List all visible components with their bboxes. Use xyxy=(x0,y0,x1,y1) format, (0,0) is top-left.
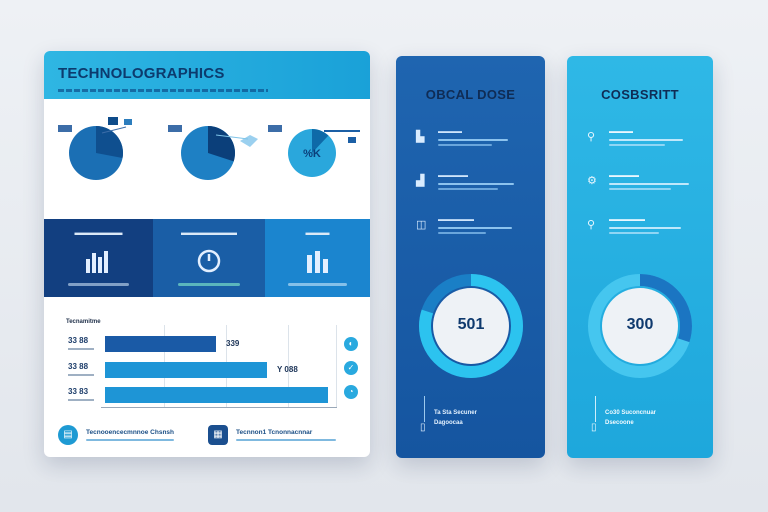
window-icon: ◫ xyxy=(416,219,427,231)
bar-2-value: Y 088 xyxy=(277,365,298,374)
stat-footer-text-1: Co30 Suconcnuar xyxy=(605,410,657,416)
phone-icon: ▯ xyxy=(591,422,597,433)
building-icon: ▙ xyxy=(416,131,425,143)
chart-icon: ▟ xyxy=(416,175,425,187)
stat-card-dark: OBCAL DOSE ▙ ▬▬▬▬ ▟ ▬▬▬▬▬ ◫ ▬▬▬▬▬▬ 501 ▯… xyxy=(396,56,545,458)
header-subtitle-line xyxy=(58,89,268,92)
bar-3-label: 33 83 xyxy=(68,387,89,396)
infographic-card: TECHNOLOGRAPHICS xyxy=(44,51,370,457)
stat-row-2-text: ▬▬▬▬▬ xyxy=(438,173,468,179)
footer-right-text: Tecnnon1 Tcnonnacnnar xyxy=(236,429,313,436)
document-icon[interactable]: ▤ xyxy=(58,425,78,445)
donut-value: 300 xyxy=(626,316,654,333)
donut-gauge: 501 xyxy=(416,271,526,381)
stat-row-2-text: ▬▬▬▬▬ xyxy=(609,173,639,179)
stat-row-2: ▟ ▬▬▬▬▬ xyxy=(416,172,528,192)
bar-chart-x-axis xyxy=(101,407,337,408)
stat-row-1-text: ▬▬▬▬ xyxy=(609,129,633,135)
stat-row-2: ⚙ ▬▬▬▬▬ xyxy=(587,172,699,192)
bar-2-label: 33 88 xyxy=(68,362,89,371)
stat-footer-text-2: Dagoocaa xyxy=(434,420,463,426)
kpi-tile-3-caption xyxy=(288,283,347,286)
stat-row-3: ⚲ ▬▬▬▬▬▬ xyxy=(587,216,699,236)
stat-row-1: ▙ ▬▬▬▬ xyxy=(416,128,528,148)
card-footer: ▤ Tecnooencecmnnoe Chsnsh ▦ Tecnnon1 Tcn… xyxy=(44,421,370,457)
kpi-tile-3: ▬▬▬ xyxy=(265,219,370,297)
donut-value: 501 xyxy=(457,316,485,333)
kpi-tile-2: ▬▬▬▬▬▬▬ xyxy=(153,219,265,297)
stat-row-3-text: ▬▬▬▬▬▬ xyxy=(438,217,474,223)
bar-chart-title: Tecnamitme xyxy=(66,319,101,325)
bar-1 xyxy=(105,336,216,352)
stat-card-title: COSBSRITT xyxy=(601,87,679,102)
calendar-icon[interactable]: ▦ xyxy=(208,425,228,445)
stat-row-3: ◫ ▬▬▬▬▬▬ xyxy=(416,216,528,236)
kpi-tile-2-label: ▬▬▬▬▬▬▬ xyxy=(181,228,237,237)
info-icon[interactable]: ◔ xyxy=(344,385,358,399)
bar-3 xyxy=(105,387,328,403)
stat-card-title: OBCAL DOSE xyxy=(425,87,516,102)
search-icon: ⚲ xyxy=(587,131,596,143)
stat-footer-text-2: Dsecoone xyxy=(605,420,634,426)
gauge-icon xyxy=(197,249,221,273)
kpi-tile-2-caption xyxy=(177,283,241,286)
phone-icon: ▯ xyxy=(420,422,426,433)
stat-footer: ▯ Ta Sta Secuner Dagoocaa xyxy=(420,396,520,446)
kpi-tile-3-label: ▬▬▬ xyxy=(305,228,330,237)
gear-icon: ⚙ xyxy=(587,175,597,187)
info-icon[interactable]: ◐ xyxy=(344,337,358,351)
svg-text:%K: %K xyxy=(303,148,321,160)
kpi-tile-1: ▬▬▬▬▬▬ xyxy=(44,219,153,297)
check-icon[interactable]: ✓ xyxy=(344,361,358,375)
stat-footer: ▯ Co30 Suconcnuar Dsecoone xyxy=(591,396,691,446)
search-icon: ⚲ xyxy=(587,219,596,231)
stat-card-light: COSBSRITT ⚲ ▬▬▬▬ ⚙ ▬▬▬▬▬ ⚲ ▬▬▬▬▬▬ 300 ▯ … xyxy=(567,56,713,458)
stat-row-3-text: ▬▬▬▬▬▬ xyxy=(609,217,645,223)
footer-left-text: Tecnooencecmnnoe Chsnsh xyxy=(86,429,175,436)
horizontal-bar-chart: Tecnamitme 33 88 339 33 88 Y 088 33 83 ◐… xyxy=(44,319,370,413)
bar-chart-icon xyxy=(85,251,108,273)
kpi-tile-1-label: ▬▬▬▬▬▬ xyxy=(74,228,123,237)
kpi-tile-1-caption xyxy=(67,283,130,286)
pie-chart-3: %K xyxy=(268,113,368,255)
bar-2 xyxy=(105,362,267,378)
stat-footer-text-1: Ta Sta Secuner xyxy=(434,410,477,416)
stat-row-1: ⚲ ▬▬▬▬ xyxy=(587,128,699,148)
kpi-tiles: ▬▬▬▬▬▬ ▬▬▬▬▬▬▬ ▬▬▬ xyxy=(44,219,370,297)
card-header: TECHNOLOGRAPHICS xyxy=(44,51,370,99)
pie-1-legend-icon xyxy=(58,117,132,132)
bar-1-label: 33 88 xyxy=(68,336,89,345)
bar-chart-icon xyxy=(306,251,328,273)
bar-1-value: 339 xyxy=(226,339,240,348)
donut-gauge: 300 xyxy=(585,271,695,381)
card-title: TECHNOLOGRAPHICS xyxy=(58,65,225,82)
stat-row-1-text: ▬▬▬▬ xyxy=(438,129,462,135)
